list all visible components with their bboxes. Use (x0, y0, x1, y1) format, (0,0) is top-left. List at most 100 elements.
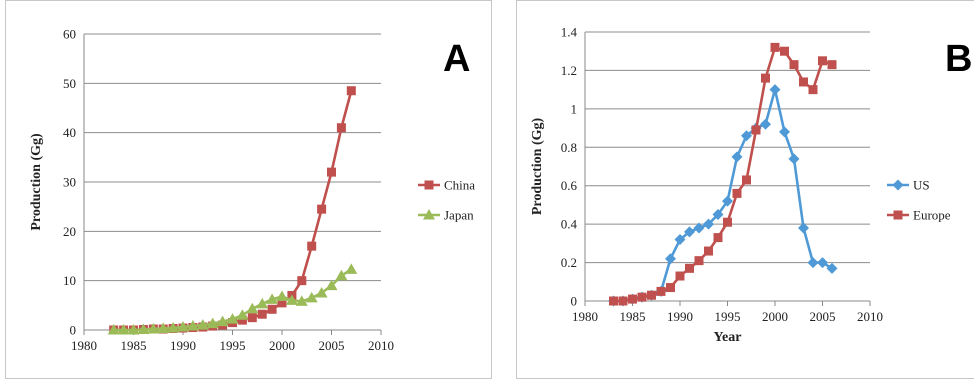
data-point-japan (167, 322, 180, 333)
x-tick-label: 1990 (667, 309, 693, 324)
data-point-japan (315, 287, 328, 298)
series-line-china (113, 90, 353, 332)
chart-panel-a: 0 10 20 30 40 50 60 1980 1985 1990 1995 2000 2005 201… (5, 0, 492, 379)
data-point-us (779, 126, 790, 138)
data-point-japan (117, 324, 130, 335)
data-point-us (712, 209, 724, 221)
data-point-us (788, 153, 800, 165)
y-tick-label: 60 (63, 27, 76, 42)
data-point-japan (147, 323, 160, 334)
data-point-japan (186, 320, 199, 331)
data-point-japan (276, 290, 288, 301)
data-point-europe (827, 60, 837, 70)
y-tick-label: 20 (63, 224, 76, 239)
y-tick-label: 1.4 (561, 25, 578, 40)
data-point-japan (196, 319, 209, 330)
data-point-us (741, 130, 752, 142)
data-point-us (693, 222, 705, 234)
x-tick-label: 1980 (572, 309, 598, 324)
data-point-japan (345, 263, 358, 274)
chart-a-svg: 0 10 20 30 40 50 60 1980 1985 1990 1995 2000 2005 201… (29, 27, 475, 354)
chart-panel-b: 0 0.2 0.4 0.6 0.8 1 1.2 1.4 1980 1985 1990 1995 2000… (516, 0, 974, 379)
x-tick-label: 2005 (810, 309, 836, 324)
x-tick-label: 2000 (269, 338, 295, 353)
data-point-europe (761, 73, 770, 83)
y-axis-title: Production (Gg) (530, 117, 545, 215)
data-point-japan (246, 302, 259, 314)
legend-label: Europe (913, 208, 951, 223)
data-point-china (277, 298, 287, 308)
data-point-japan (266, 293, 279, 304)
data-point-europe (656, 286, 666, 296)
data-point-china (257, 309, 267, 319)
data-point-japan (256, 297, 269, 309)
data-point-us (665, 253, 676, 265)
data-point-europe (799, 77, 808, 87)
x-tick-label: 2000 (762, 309, 788, 324)
data-point-japan (137, 323, 150, 335)
legend-marker (892, 179, 904, 191)
x-tick-label: 2010 (857, 309, 883, 324)
data-point-europe (770, 42, 780, 52)
data-point-japan (226, 313, 239, 324)
y-tick-label: 30 (63, 175, 76, 190)
data-point-europe (694, 256, 704, 266)
data-point-europe (618, 296, 628, 306)
data-point-china (307, 241, 317, 251)
data-point-japan (177, 321, 189, 332)
y-tick-label: 10 (63, 273, 76, 288)
data-point-japan (236, 309, 249, 320)
data-point-us (684, 226, 695, 238)
series-europe (609, 42, 837, 306)
data-point-europe (808, 85, 818, 95)
data-point-japan (127, 324, 140, 335)
y-axis-title: Production (Gg) (29, 133, 44, 231)
x-tick-label: 2005 (319, 338, 345, 353)
y-tick-label: 0.2 (561, 255, 577, 270)
y-tick-label: 1.2 (561, 63, 577, 78)
chart-b-svg: 0 0.2 0.4 0.6 0.8 1 1.2 1.4 1980 1985 1990 1995 2000… (530, 25, 972, 346)
legend-marker (893, 210, 903, 220)
data-point-europe (723, 217, 732, 227)
y-tick-label: 0 (571, 294, 578, 309)
x-axis-title: Year (714, 330, 742, 345)
y-tick-label: 0.4 (561, 217, 578, 232)
data-point-us (760, 118, 771, 130)
data-point-us (807, 257, 819, 269)
data-point-china (327, 167, 336, 177)
legend-label: Japan (444, 208, 474, 223)
legend-label: China (444, 178, 475, 193)
data-point-us (826, 262, 838, 274)
data-point-japan (285, 294, 298, 305)
x-tick-label: 1995 (220, 338, 246, 353)
data-point-japan (216, 315, 229, 327)
x-tick-label: 2010 (368, 338, 394, 353)
data-point-europe (713, 233, 723, 243)
x-tick-label: 1985 (620, 309, 646, 324)
x-tick-label: 1985 (121, 338, 147, 353)
data-point-europe (647, 290, 656, 300)
data-point-china (336, 123, 346, 133)
data-point-europe (780, 46, 789, 56)
data-point-china (346, 86, 356, 96)
legend-marker (423, 209, 435, 220)
series-japan (107, 263, 358, 335)
data-point-us (769, 84, 781, 96)
y-tick-label: 0.8 (561, 140, 577, 155)
y-tick-label: 0.6 (561, 178, 578, 193)
x-tick-label: 1990 (170, 338, 196, 353)
data-point-europe (628, 294, 637, 304)
series-us (608, 84, 838, 307)
data-point-japan (295, 295, 308, 306)
legend-entry-europe: Europe (887, 208, 951, 223)
data-point-europe (675, 271, 685, 281)
series-line-us (613, 88, 833, 303)
data-point-europe (704, 246, 713, 256)
y-tick-label: 0 (70, 323, 77, 338)
data-point-us (731, 151, 743, 163)
data-point-japan (206, 317, 219, 329)
legend-entry-us: US (887, 178, 930, 193)
y-tick-label: 1 (571, 101, 578, 116)
data-point-japan (107, 324, 120, 335)
data-point-china (317, 204, 327, 214)
